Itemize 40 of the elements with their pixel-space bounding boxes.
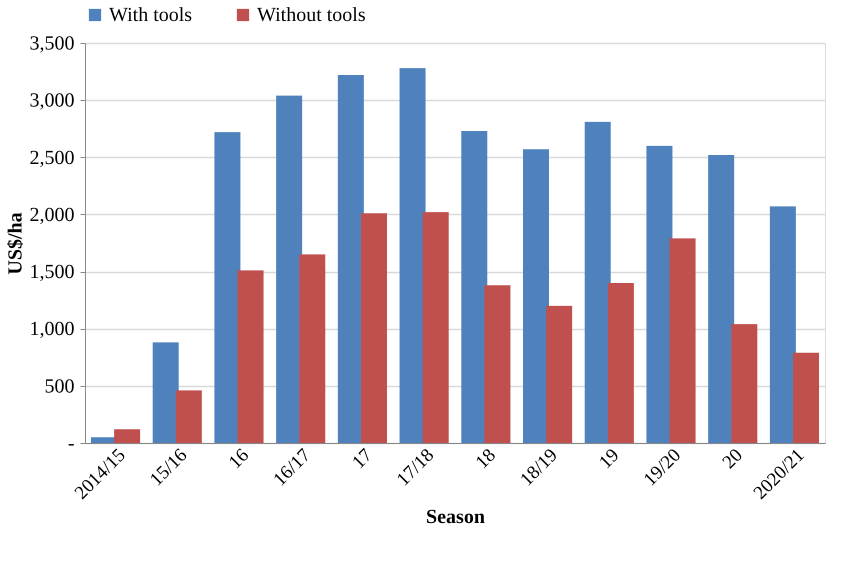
x-axis-title: Season (426, 506, 485, 528)
bar (731, 324, 758, 443)
x-tick-label: 20 (718, 444, 747, 474)
bar (546, 306, 572, 443)
y-tick-label: 500 (44, 375, 74, 398)
bar (708, 155, 734, 443)
y-tick-label: 2,500 (30, 146, 74, 169)
bar (793, 352, 820, 443)
bar (338, 75, 364, 443)
bar (152, 342, 179, 443)
x-tick-label: 18 (472, 444, 500, 474)
bar (461, 131, 488, 443)
bar (276, 96, 302, 443)
y-tick-label: 1,000 (30, 318, 74, 340)
bar (608, 283, 634, 443)
bar (523, 149, 550, 443)
bar (400, 68, 426, 443)
bar (299, 254, 326, 443)
y-tick-label: 2,000 (30, 204, 74, 226)
bar (238, 270, 264, 443)
bar (422, 212, 449, 443)
legend-label: Without tools (257, 4, 366, 26)
x-tick-label: 17 (348, 444, 377, 474)
legend-label: With tools (109, 4, 192, 26)
bar (484, 285, 510, 443)
y-tick-label: - (68, 432, 74, 454)
bar (646, 146, 672, 443)
x-tick-label: 19 (595, 444, 624, 474)
bar (770, 206, 796, 443)
bar (670, 238, 696, 443)
y-axis-title: US$/ha (4, 212, 26, 275)
y-tick-label: 3,000 (30, 90, 74, 112)
bar (176, 390, 202, 443)
y-tick-label: 3,500 (30, 32, 74, 54)
bar (214, 132, 240, 443)
x-tick-label: 16 (224, 444, 254, 474)
bar (114, 429, 140, 443)
bar (360, 213, 387, 443)
y-tick-label: 1,500 (30, 261, 74, 284)
bar (584, 122, 611, 443)
